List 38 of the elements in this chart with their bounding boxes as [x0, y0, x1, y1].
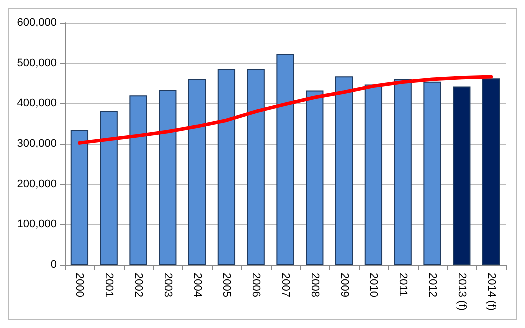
bar [394, 79, 412, 265]
x-tick-label: 2002 [132, 273, 144, 298]
x-tick-label: 2005 [220, 273, 233, 298]
x-tick-label: 2007 [280, 273, 292, 298]
x-tick-label: 2003 [162, 273, 174, 298]
x-tick-label: 2000 [74, 273, 86, 298]
bar [276, 54, 294, 265]
y-tick-label: 0 [50, 259, 57, 271]
y-tick-label: 600,000 [17, 17, 57, 29]
bar [306, 90, 324, 265]
bar [424, 82, 442, 265]
x-tick-label: 2001 [103, 273, 116, 298]
x-tick-label: 2013 (f) [456, 273, 468, 311]
x-tick-label: 2011 [397, 273, 410, 297]
y-tick-label: 300,000 [17, 138, 57, 150]
x-tick-label: 2006 [250, 273, 262, 298]
y-tick-label: 100,000 [17, 218, 57, 231]
bar [159, 90, 177, 265]
bar [364, 84, 383, 265]
x-tick-label: 2010 [368, 273, 380, 298]
y-tick-label: 400,000 [17, 98, 57, 110]
bar [70, 130, 89, 265]
x-tick-label: 2004 [191, 273, 204, 298]
x-tick-label: 2009 [338, 273, 350, 298]
y-tick-label: 200,000 [17, 178, 57, 190]
line-series [78, 75, 494, 145]
bar [130, 96, 148, 265]
x-tick-label: 2008 [308, 273, 321, 298]
bar [482, 78, 500, 265]
bar [188, 79, 206, 265]
bar [453, 86, 471, 265]
x-tick-label: 2014 (f) [485, 273, 498, 311]
bar [100, 111, 118, 265]
y-tick-label: 500,000 [17, 57, 57, 70]
x-tick-label: 2012 [426, 273, 438, 298]
bar [247, 69, 265, 265]
bar [218, 69, 236, 265]
bar [335, 76, 354, 265]
